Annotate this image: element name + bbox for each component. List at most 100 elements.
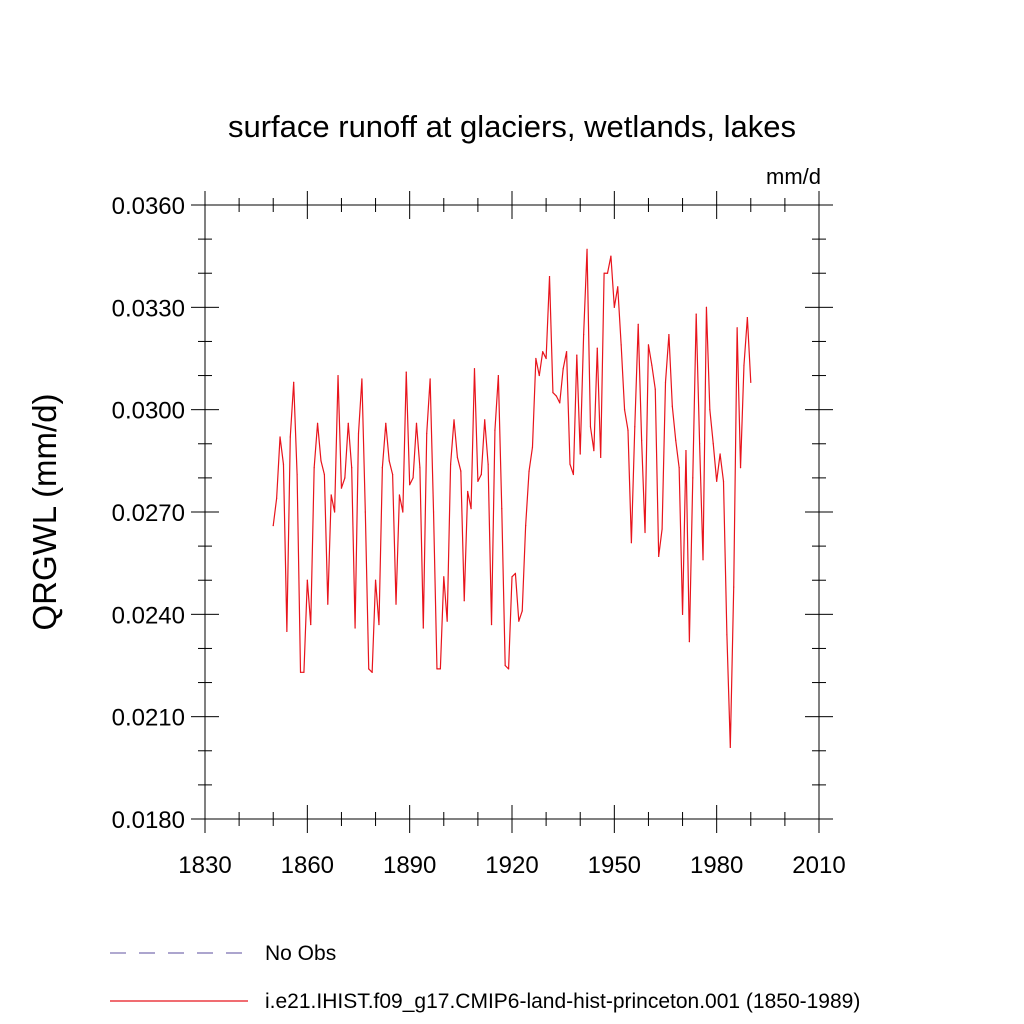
data-point	[354, 627, 356, 629]
data-point	[726, 634, 728, 636]
data-point	[443, 576, 445, 578]
data-point	[528, 470, 530, 472]
y-axis-label: QRGWL (mm/d)	[26, 393, 63, 630]
data-point	[600, 456, 602, 459]
data-point	[736, 327, 738, 329]
data-point	[463, 600, 465, 602]
data-point	[487, 463, 489, 465]
x-tick-label: 1860	[281, 852, 334, 879]
data-point	[542, 351, 544, 353]
data-point	[276, 497, 278, 499]
data-point	[323, 473, 325, 476]
data-point	[374, 579, 377, 581]
data-point	[303, 671, 305, 673]
data-point	[716, 480, 718, 482]
y-tick-label: 0.0330	[112, 295, 185, 322]
data-point	[593, 450, 595, 452]
data-point	[651, 364, 653, 366]
data-point	[606, 272, 609, 274]
units-label: mm/d	[766, 164, 821, 189]
data-point	[511, 576, 513, 578]
data-point	[675, 439, 677, 441]
data-point	[623, 409, 626, 411]
data-point	[729, 746, 731, 748]
x-tick-label: 2010	[792, 852, 845, 879]
data-point	[722, 480, 725, 482]
data-point	[569, 463, 571, 465]
y-tick-label: 0.0240	[112, 602, 185, 629]
y-tick-label: 0.0270	[112, 500, 185, 527]
data-point	[395, 603, 397, 605]
data-point	[364, 511, 366, 513]
data-point	[658, 555, 660, 557]
data-point	[286, 630, 288, 632]
legend-label-model-run: i.e21.IHIST.f09_g17.CMIP6-land-hist-prin…	[265, 990, 860, 1013]
data-point	[293, 381, 295, 383]
data-point	[504, 664, 506, 667]
data-point	[429, 378, 431, 380]
data-point	[439, 668, 441, 670]
data-point	[385, 422, 387, 424]
data-point	[630, 542, 632, 544]
data-point	[272, 525, 274, 527]
data-point	[316, 422, 319, 424]
data-point	[477, 480, 479, 482]
data-point	[501, 507, 503, 510]
data-point	[347, 422, 349, 424]
data-point	[392, 473, 394, 476]
data-point	[610, 255, 612, 257]
series-line	[272, 248, 752, 748]
data-point	[490, 623, 493, 626]
data-point	[565, 351, 568, 353]
data-point	[559, 402, 561, 404]
data-point	[446, 620, 448, 622]
data-point	[750, 381, 752, 383]
data-point	[453, 419, 455, 421]
data-point	[371, 671, 373, 673]
data-point	[378, 623, 380, 626]
data-point	[709, 409, 711, 411]
data-point	[426, 432, 428, 435]
data-point	[548, 276, 551, 278]
data-point	[409, 484, 411, 486]
data-point	[473, 368, 476, 370]
data-point	[695, 313, 697, 315]
data-point	[586, 248, 588, 250]
data-point	[432, 511, 435, 513]
data-point	[494, 429, 496, 431]
data-point	[538, 374, 540, 377]
data-point	[299, 671, 302, 673]
data-point	[497, 374, 499, 377]
data-point	[739, 467, 742, 469]
data-point	[654, 388, 656, 390]
data-point	[613, 306, 615, 308]
data-point	[436, 668, 438, 670]
data-point	[320, 460, 322, 462]
data-point	[279, 436, 281, 438]
data-point	[644, 531, 646, 534]
data-point	[282, 463, 285, 465]
data-point	[357, 432, 360, 435]
data-point	[617, 286, 619, 288]
data-point	[289, 436, 291, 438]
data-point	[450, 463, 452, 465]
data-point	[422, 627, 424, 629]
data-point	[296, 473, 298, 476]
x-tick-label: 1950	[588, 852, 641, 879]
data-point	[351, 467, 353, 469]
data-point	[545, 357, 547, 360]
data-point	[467, 490, 469, 493]
data-point	[579, 453, 581, 455]
data-point	[310, 623, 312, 626]
y-tick-label: 0.0180	[112, 807, 185, 834]
data-point	[552, 392, 554, 394]
legend-label-no-obs: No Obs	[265, 942, 336, 965]
data-point	[344, 477, 346, 479]
data-point	[330, 494, 332, 496]
data-point	[521, 610, 523, 612]
y-tick-label: 0.0210	[112, 705, 185, 732]
x-tick-label: 1980	[690, 852, 743, 879]
data-point	[668, 334, 670, 336]
data-point	[405, 371, 407, 373]
